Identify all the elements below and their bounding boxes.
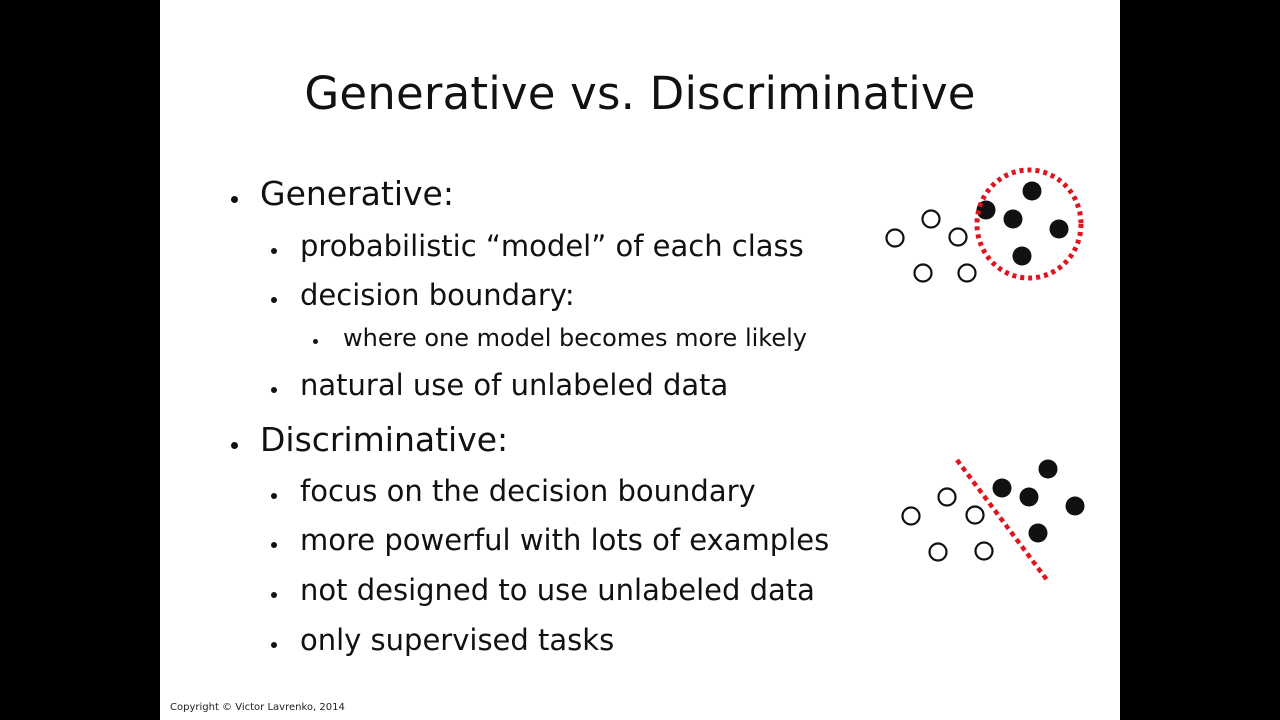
labeled-point-icon	[1028, 523, 1048, 543]
discriminative-item-3: not designed to use unlabeled data	[300, 573, 815, 607]
bullet-dot	[271, 642, 277, 648]
labeled-point-icon	[1012, 246, 1032, 266]
labeled-point-icon	[992, 478, 1012, 498]
labeled-point-icon	[1049, 219, 1069, 239]
bullet-dot	[271, 542, 277, 548]
discriminative-item-4: only supervised tasks	[300, 623, 615, 657]
bullet-dot	[271, 248, 277, 254]
labeled-point-icon	[1022, 181, 1042, 201]
generative-item-2: decision boundary:	[300, 278, 575, 312]
decision-boundary-icon	[955, 458, 1049, 582]
bullet-dot	[231, 196, 238, 203]
unlabeled-point-icon	[885, 228, 905, 248]
generative-heading: Generative:	[260, 174, 454, 213]
unlabeled-point-icon	[974, 541, 994, 561]
bullet-dot	[271, 297, 277, 303]
labeled-point-icon	[1038, 459, 1058, 479]
labeled-point-icon	[1065, 496, 1085, 516]
unlabeled-point-icon	[937, 487, 957, 507]
unlabeled-point-icon	[957, 263, 977, 283]
labeled-point-icon	[1019, 487, 1039, 507]
slide: Generative vs. Discriminative Generative…	[160, 0, 1120, 720]
unlabeled-point-icon	[913, 263, 933, 283]
generative-item-3: natural use of unlabeled data	[300, 368, 729, 402]
bullet-list: Generative: probabilistic “model” of eac…	[160, 0, 1120, 720]
generative-subitem: where one model becomes more likely	[343, 324, 807, 352]
unlabeled-point-icon	[965, 505, 985, 525]
unlabeled-point-icon	[928, 542, 948, 562]
unlabeled-point-icon	[901, 506, 921, 526]
unlabeled-point-icon	[948, 227, 968, 247]
discriminative-item-1: focus on the decision boundary	[300, 474, 756, 508]
class-model-boundary-icon	[974, 167, 1084, 281]
generative-item-1: probabilistic “model” of each class	[300, 229, 804, 263]
bullet-dot	[271, 493, 277, 499]
discriminative-diagram-icon	[901, 458, 1085, 582]
discriminative-item-2: more powerful with lots of examples	[300, 523, 830, 557]
bullet-dot	[231, 442, 238, 449]
discriminative-heading: Discriminative:	[260, 420, 509, 459]
bullet-dot	[271, 592, 277, 598]
bullet-dot	[313, 339, 318, 344]
copyright-notice: Copyright © Victor Lavrenko, 2014	[170, 702, 345, 713]
unlabeled-point-icon	[921, 209, 941, 229]
generative-diagram-icon	[885, 167, 1084, 283]
labeled-point-icon	[1003, 209, 1023, 229]
bullet-dot	[271, 387, 277, 393]
slide-title: Generative vs. Discriminative	[304, 67, 976, 120]
